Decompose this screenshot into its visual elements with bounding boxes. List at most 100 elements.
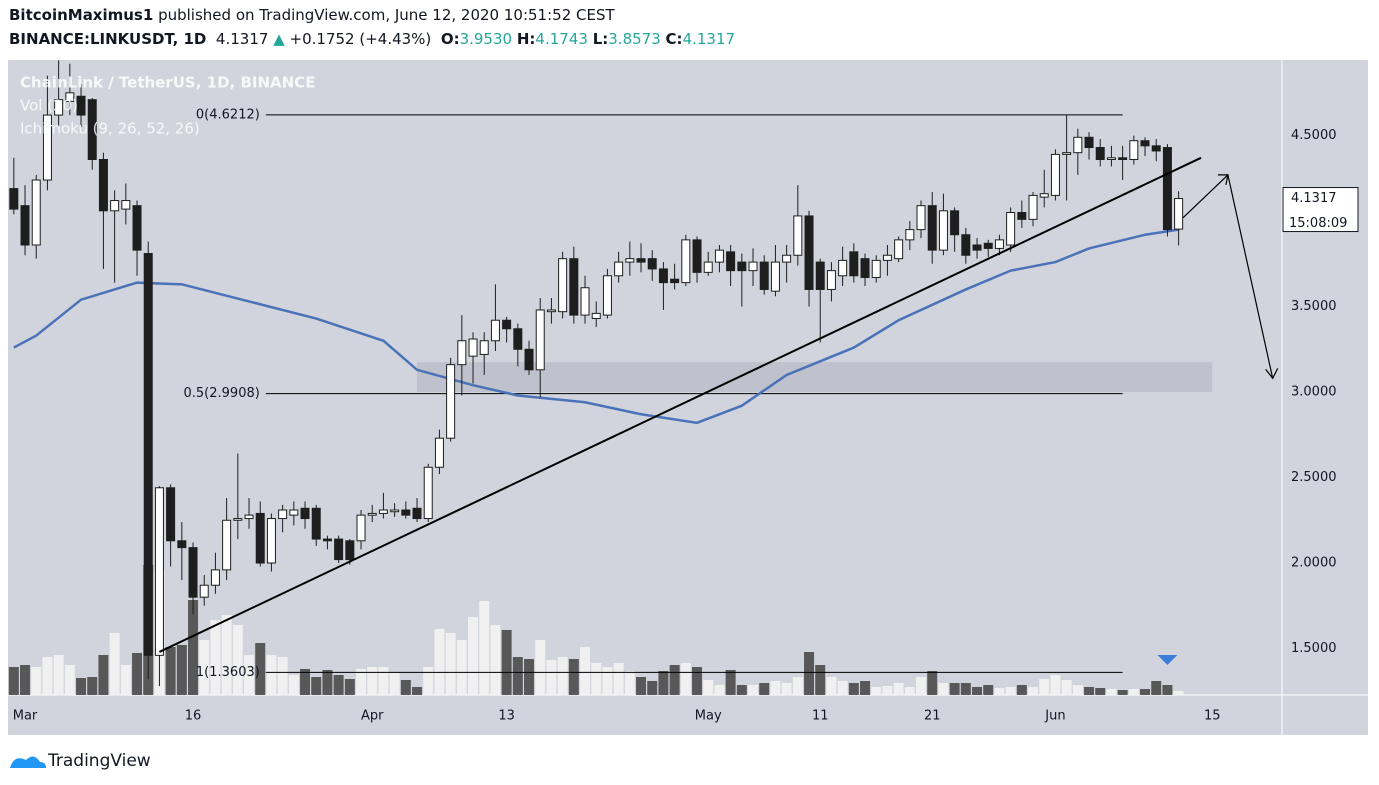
candle-body [311, 507, 321, 540]
candle-body [1174, 198, 1184, 230]
o: 3.9530 [459, 30, 513, 48]
candle-body [76, 95, 86, 116]
candle-body [759, 261, 769, 290]
candle-body [143, 253, 153, 656]
up-arrow: ▲ [273, 30, 285, 48]
symbol: BINANCE:LINKUSDT, 1D [9, 30, 207, 48]
candle-body [1084, 136, 1094, 149]
candle-body [278, 509, 288, 520]
volume-bar [277, 657, 288, 695]
y-tick-label: 3.5000 [1291, 299, 1337, 314]
candle-body [1050, 153, 1060, 196]
candle-body [65, 92, 75, 102]
candle-body [1039, 193, 1049, 198]
volume-bar [1140, 689, 1151, 695]
candle-body [1151, 145, 1161, 152]
volume-bar [468, 617, 479, 695]
volume-bar [938, 683, 949, 695]
candle-body [121, 200, 131, 210]
candle-body [782, 254, 792, 263]
volume-bar [714, 685, 725, 695]
candle-body [580, 287, 590, 316]
volume-bar [983, 685, 994, 695]
volume-bar [613, 663, 624, 695]
candle-body [938, 210, 948, 251]
candle-body [401, 509, 411, 516]
volume-bar [804, 652, 815, 695]
candle-body [457, 340, 467, 366]
candle-body [1006, 212, 1016, 246]
volume-bar [1050, 675, 1061, 695]
candle-body [1095, 147, 1105, 161]
volume-bar [893, 683, 904, 695]
volume-bar [927, 671, 938, 695]
candle-body [132, 205, 142, 251]
candle-body [894, 239, 904, 260]
candle-body [871, 259, 881, 278]
candle-body [177, 540, 187, 549]
candle-body [535, 309, 545, 371]
candle-body [42, 114, 52, 181]
volume-bar [557, 657, 568, 695]
candle-body [961, 234, 971, 256]
volume-bar [512, 657, 523, 695]
volume-bar [1151, 681, 1162, 695]
candle-body [905, 229, 915, 241]
volume-bar [64, 665, 75, 695]
volume-bar [132, 653, 143, 695]
candle-body [502, 319, 512, 330]
candle-body [20, 205, 30, 246]
candle-body [983, 242, 993, 249]
candle-body [793, 215, 803, 256]
candle-body [244, 514, 254, 520]
volume-bar [669, 665, 680, 695]
volume-bar [994, 688, 1005, 695]
volume-bar [1061, 680, 1072, 695]
indicator-label: Ichimoku (9, 26, 52, 26) [20, 120, 200, 138]
volume-bar [445, 633, 456, 695]
volume-bar [860, 681, 871, 695]
x-tick-label: 15 [1204, 709, 1221, 724]
volume-bar [602, 667, 613, 695]
h: 4.1743 [535, 30, 588, 48]
footer-logo [10, 756, 46, 768]
candle-body [860, 258, 870, 278]
candle-body [826, 270, 836, 290]
volume-bar [848, 683, 859, 695]
candle-body [31, 179, 41, 246]
candle-body [636, 258, 646, 263]
volume-bar [165, 647, 176, 695]
volume-bar [826, 677, 837, 695]
volume-bar [949, 683, 960, 695]
volume-bar [490, 625, 501, 695]
volume-bar [591, 663, 602, 695]
volume-bar [98, 655, 109, 695]
c-label: C: [665, 30, 683, 48]
volume-bar [815, 665, 826, 695]
volume-bar [255, 643, 266, 695]
candle-body [54, 99, 64, 116]
candle-body [1017, 212, 1027, 220]
candle-body [490, 319, 500, 342]
o-label: O: [440, 30, 460, 48]
fib-label: 1(1.3603) [196, 665, 260, 680]
x-tick-label: Jun [1044, 709, 1065, 724]
volume-bar [344, 679, 355, 695]
candle-body [199, 584, 209, 598]
candle-body [289, 509, 299, 516]
volume-bar [1084, 687, 1095, 695]
candle-body [1106, 157, 1116, 161]
x-tick-label: Apr [361, 709, 384, 724]
y-tick-label: 3.0000 [1291, 385, 1337, 400]
candle-body [849, 251, 859, 277]
candle-body [345, 540, 355, 561]
volume-bar [1095, 688, 1106, 695]
candle-body [98, 159, 108, 212]
moving-average [13, 228, 1179, 425]
volume-bar [1162, 685, 1173, 695]
candle-body [110, 200, 120, 212]
volume-bar [759, 683, 770, 695]
candle-body [602, 275, 612, 316]
volume-bar [423, 667, 434, 695]
candle-body [188, 547, 198, 598]
